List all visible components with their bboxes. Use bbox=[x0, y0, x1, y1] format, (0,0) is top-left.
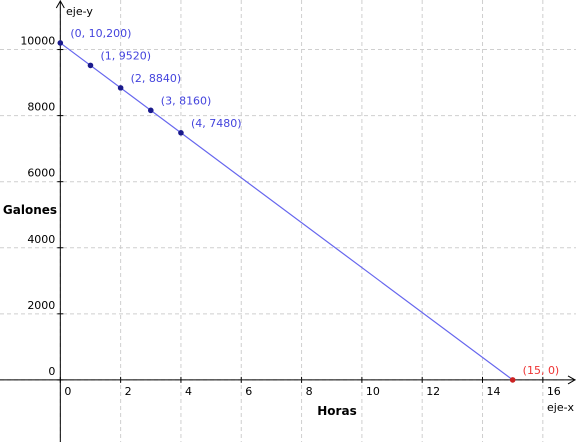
y-arrow bbox=[55, 0, 65, 9]
y-tick-label: 6000 bbox=[27, 167, 55, 180]
y-tick-label: 4000 bbox=[27, 233, 55, 246]
x-tick-label: 6 bbox=[245, 385, 252, 398]
point-label: (0, 10,200) bbox=[70, 27, 131, 40]
y-tick-label: 10000 bbox=[20, 35, 55, 48]
y-label: Galones bbox=[3, 203, 57, 217]
point bbox=[147, 107, 154, 114]
x-tick-label: 16 bbox=[547, 385, 561, 398]
y-axis-name: eje-y bbox=[66, 5, 93, 18]
point-label: (2, 8840) bbox=[131, 72, 182, 85]
x-tick-label: 4 bbox=[185, 385, 192, 398]
x-arrow bbox=[567, 375, 576, 385]
point bbox=[117, 85, 124, 91]
point bbox=[509, 377, 516, 383]
point-label: (1, 9520) bbox=[100, 49, 151, 62]
point bbox=[57, 40, 64, 46]
y-tick-label: 8000 bbox=[27, 101, 55, 114]
x-tick-label: 2 bbox=[125, 385, 132, 398]
x-tick-label: 10 bbox=[366, 385, 380, 398]
x-tick-label: 12 bbox=[426, 385, 440, 398]
x-tick-label: 0 bbox=[64, 385, 71, 398]
y-tick-label: 0 bbox=[48, 365, 55, 378]
point-label: (3, 8160) bbox=[161, 94, 212, 107]
point bbox=[87, 62, 94, 69]
line bbox=[59, 42, 514, 381]
x-axis-name: eje-x bbox=[547, 401, 575, 414]
x-label: Horas bbox=[317, 404, 356, 418]
point bbox=[178, 129, 184, 136]
y-tick-label: 2000 bbox=[27, 299, 55, 312]
x-tick-label: 8 bbox=[306, 385, 313, 398]
point-label: (4, 7480) bbox=[191, 117, 242, 130]
point-label: (15, 0) bbox=[523, 364, 560, 377]
x-tick-label: 14 bbox=[487, 385, 501, 398]
